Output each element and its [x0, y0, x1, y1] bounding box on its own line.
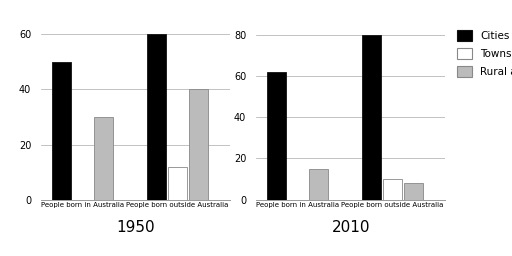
- Bar: [168, 167, 187, 200]
- Bar: [362, 35, 381, 200]
- Bar: [147, 34, 166, 200]
- X-axis label: 1950: 1950: [116, 220, 155, 234]
- Bar: [94, 117, 113, 200]
- Bar: [267, 72, 286, 200]
- Bar: [189, 89, 208, 200]
- Bar: [52, 62, 71, 200]
- Bar: [309, 169, 328, 200]
- Bar: [383, 179, 402, 200]
- Bar: [404, 183, 423, 200]
- X-axis label: 2010: 2010: [331, 220, 370, 234]
- Legend: Cities, Towns, Rural areas: Cities, Towns, Rural areas: [453, 26, 512, 81]
